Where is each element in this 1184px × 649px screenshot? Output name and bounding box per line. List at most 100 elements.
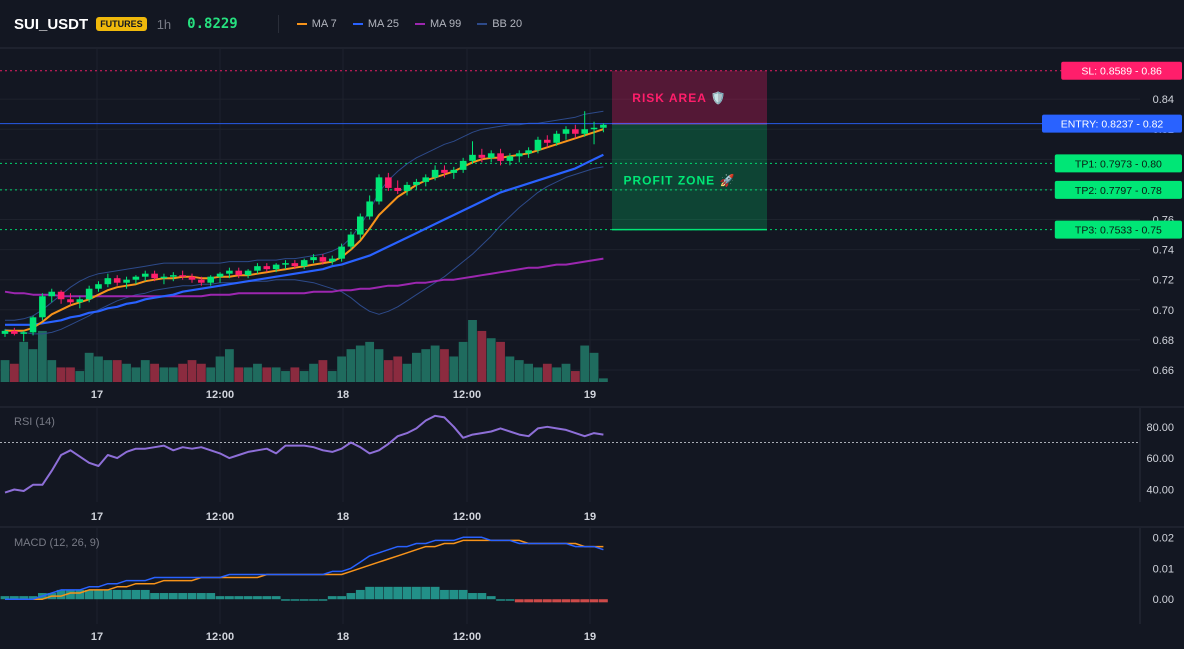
volume-bar — [552, 367, 562, 382]
macd-histogram-bar — [140, 589, 150, 600]
volume-bar — [412, 352, 421, 382]
symbol-name[interactable]: SUI_USDT — [14, 15, 89, 33]
macd-histogram-bar — [19, 596, 29, 600]
volume-bar — [580, 345, 590, 382]
candle-body — [347, 234, 355, 247]
volume-bar — [187, 360, 197, 382]
candle-body — [394, 187, 401, 191]
legend-ma25[interactable]: MA 25 — [352, 18, 399, 30]
time-axis-label: 18 — [337, 389, 349, 401]
macd-histogram-bar — [75, 589, 85, 600]
candle-body — [179, 275, 186, 277]
macd-histogram-bar — [206, 593, 216, 600]
candle-body — [254, 266, 261, 271]
bollinger-upper-line — [5, 110, 604, 321]
macd-histogram-bar — [122, 589, 131, 600]
candle-body — [515, 153, 523, 157]
volume-bar — [19, 341, 29, 382]
candle-body — [544, 139, 551, 143]
candle-body — [151, 273, 158, 279]
volume-bar — [56, 367, 66, 382]
candle-body — [375, 177, 383, 202]
candle-body — [441, 169, 448, 173]
volume-bar — [393, 356, 403, 382]
macd-histogram-bar — [262, 596, 272, 600]
volume-bar — [262, 367, 272, 382]
volume-bar — [112, 360, 122, 382]
macd-histogram-bar — [505, 599, 515, 601]
candle-body — [291, 263, 299, 267]
macd-axis-label: 0.01 — [1153, 563, 1174, 575]
macd-histogram-bar — [449, 589, 459, 600]
time-axis-label: 19 — [584, 511, 596, 523]
macd-histogram-bar — [552, 599, 562, 603]
price-axis-label: 0.66 — [1153, 365, 1174, 377]
legend-label: MA 99 — [430, 18, 462, 30]
volume-bar — [140, 360, 150, 382]
legend-ma7[interactable]: MA 7 — [296, 18, 337, 30]
price-level-tag-label: SL: 0.8589 - 0.86 — [1081, 66, 1162, 78]
macd-histogram-bar — [187, 593, 197, 600]
volume-bar — [253, 363, 262, 382]
time-axis-label: 19 — [584, 631, 596, 643]
legend-ma99[interactable]: MA 99 — [415, 18, 461, 30]
time-axis-label: 18 — [337, 631, 349, 643]
legend-bb20[interactable]: BB 20 — [477, 18, 522, 30]
macd-histogram-bar — [225, 596, 234, 600]
volume-bar — [440, 349, 449, 382]
macd-histogram-bar — [131, 589, 141, 600]
volume-bar — [281, 371, 290, 382]
macd-histogram-bar — [589, 599, 599, 603]
time-axis-label: 19 — [584, 389, 596, 401]
macd-histogram-bar — [580, 599, 590, 603]
rsi-axis-label: 80.00 — [1146, 422, 1174, 434]
volume-bar — [290, 367, 300, 382]
candle-body — [525, 150, 532, 154]
candle-body — [310, 257, 317, 261]
bollinger-lower-line — [4, 166, 604, 335]
last-price: 0.8229 — [187, 16, 238, 32]
ma25-line — [5, 153, 604, 326]
candle-body — [20, 332, 27, 334]
indicator-legend: MA 7 MA 25 MA 99 BB 20 — [296, 18, 538, 30]
macd-histogram-bar — [496, 599, 505, 601]
profit-zone — [612, 123, 767, 230]
candle-body — [1, 330, 9, 334]
macd-histogram-bar — [346, 593, 356, 600]
volume-bar — [178, 363, 188, 382]
macd-histogram-bar — [84, 589, 94, 600]
candle-body — [403, 184, 411, 191]
volume-bar — [355, 345, 365, 382]
legend-swatch — [415, 23, 425, 25]
volume-bar — [9, 363, 19, 382]
macd-histogram-bar — [514, 599, 524, 603]
macd-histogram-bar — [337, 596, 346, 600]
candle-body — [272, 264, 280, 270]
timeframe-label[interactable]: 1h — [156, 16, 172, 32]
volume-bar — [421, 349, 431, 382]
volume-bar — [337, 356, 346, 382]
macd-histogram-bar — [524, 599, 533, 603]
candle-body — [328, 258, 336, 262]
macd-histogram-bar — [458, 589, 468, 600]
candle-body — [282, 263, 289, 265]
volume-bar — [103, 360, 113, 382]
volume-bar — [514, 360, 524, 382]
volume-bar — [318, 360, 328, 382]
volume-bar — [496, 341, 505, 382]
candle-body — [29, 317, 37, 333]
time-axis-label: 12:00 — [453, 511, 481, 523]
candle-body — [497, 153, 504, 161]
candle-body — [226, 270, 233, 274]
macd-line — [5, 536, 604, 600]
macd-histogram-bar — [103, 589, 113, 600]
price-level-tag — [1054, 180, 1182, 199]
header-divider — [277, 15, 279, 33]
candle-body — [76, 299, 84, 303]
candle-body — [263, 266, 271, 270]
volume-bar — [159, 367, 169, 382]
volume-bar — [38, 330, 47, 382]
macd-histogram-bar — [281, 599, 290, 601]
volume-bar — [542, 363, 552, 382]
